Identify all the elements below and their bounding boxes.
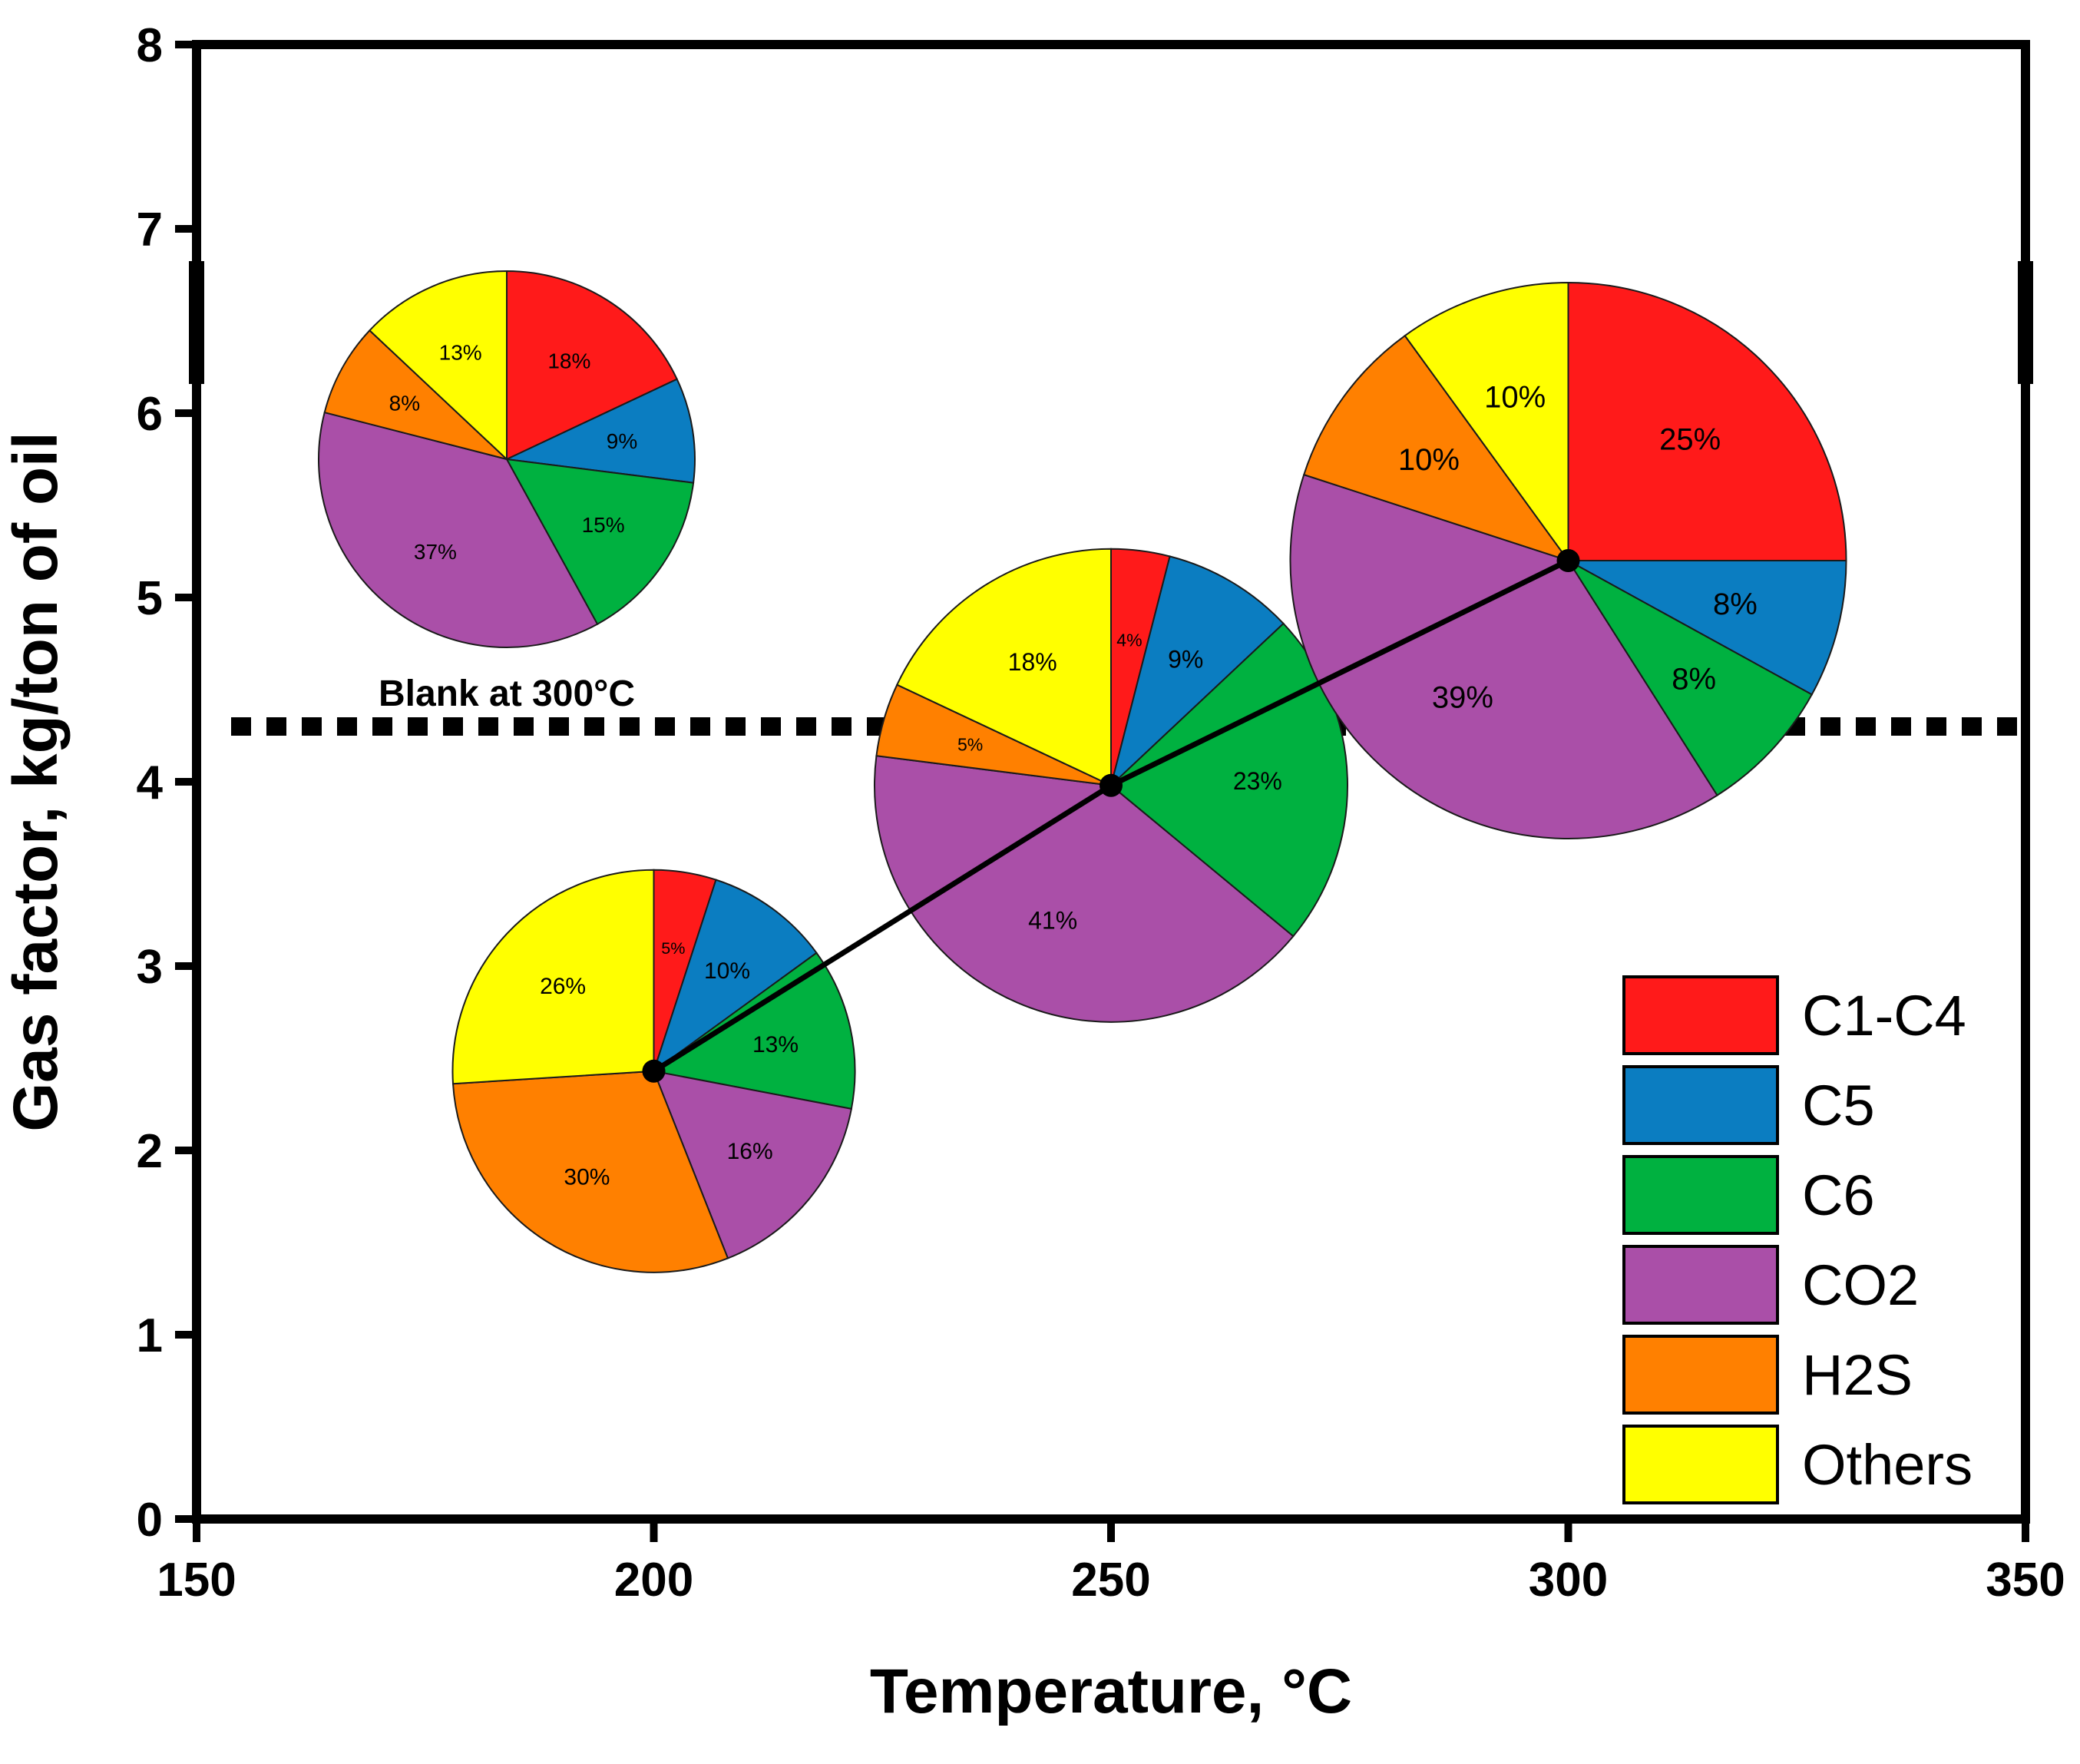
pie-slice-label: 5% — [957, 735, 983, 755]
x-tick-label: 350 — [1986, 1554, 2065, 1607]
pie-slice-label: 8% — [389, 392, 420, 415]
legend-label-others: Others — [1802, 1433, 1973, 1497]
data-point — [1556, 549, 1580, 572]
x-tick-label: 300 — [1529, 1554, 1608, 1607]
pie-slice-others — [451, 869, 655, 1085]
pie-slice-label: 10% — [1484, 381, 1546, 415]
x-tick-label: 200 — [614, 1554, 693, 1607]
y-tick-label: 0 — [137, 1494, 163, 1547]
legend-swatch-h2s — [1622, 1335, 1779, 1415]
data-point — [642, 1059, 666, 1083]
pie-slice-label: 25% — [1659, 422, 1721, 456]
legend-swatch-others — [1622, 1425, 1779, 1504]
pie-slice-co2 — [874, 755, 1295, 1023]
pie-slice-h2s — [323, 329, 508, 460]
pie-slice-label: 37% — [414, 540, 457, 564]
y-tick-label: 7 — [137, 204, 163, 256]
pie-slice-c5 — [504, 378, 696, 484]
pie-slice-label: 39% — [1432, 680, 1493, 714]
y-tick-label: 5 — [137, 572, 163, 625]
pie-slice-label: 10% — [1398, 443, 1460, 477]
pie-1: 5% 10% 13% 16% 30% 26% — [451, 869, 856, 1273]
pie-slice-label: 8% — [1713, 587, 1758, 621]
pie-slice-label: 18% — [1008, 648, 1057, 676]
x-axis-title: Temperature, °C — [870, 1656, 1352, 1726]
pie-slice-label: 13% — [439, 340, 482, 364]
pie-slice-label: 30% — [564, 1164, 610, 1190]
blank-pie-caption: Blank at 300°C — [379, 673, 635, 714]
pie-4: 18% 9% 15% 37% 8% 13% Blank at 300°C — [318, 270, 696, 714]
pie-slice-co2 — [652, 1070, 853, 1259]
pie-slice-h2s — [451, 1070, 729, 1273]
y-tick-label: 4 — [137, 756, 164, 809]
pie-slice-label: 8% — [1672, 663, 1716, 697]
x-tick-label: 250 — [1071, 1554, 1150, 1607]
legend-label-h2s: H2S — [1802, 1343, 1913, 1407]
pie-slice-label: 4% — [1116, 630, 1142, 650]
y-axis-title: Gas factor, kg/ton of oil — [1, 432, 71, 1131]
pie-2: 4% 9% 23% 41% 5% 18% — [874, 548, 1348, 1023]
pie-slice-co2 — [1289, 473, 1718, 840]
legend: C1-C4 C5 C6 CO2 H2S Others — [1622, 975, 1973, 1504]
pie-slice-others — [895, 548, 1112, 787]
legend-swatch-c6 — [1622, 1155, 1779, 1235]
pie-slice-label: 9% — [607, 429, 637, 453]
pie-slice-label: 26% — [540, 974, 586, 999]
y-tick-label: 8 — [137, 19, 163, 72]
pie-slice-c1-c4 — [506, 270, 679, 461]
pie-charts: 5% 10% 13% 16% 30% 26% 4% 9% 23% 41% 5% 18% 25% 8% 8% 3… — [318, 270, 1847, 1273]
legend-swatch-co2 — [1622, 1245, 1779, 1325]
pie-slice-c6 — [505, 458, 695, 626]
axis-ticks: 150 200 250 300 350 0 1 2 3 4 5 6 7 8 — [137, 19, 2065, 1607]
pie-slice-label: 5% — [661, 938, 685, 958]
pie-slice-label: 41% — [1028, 906, 1077, 934]
y-tick-label: 6 — [137, 388, 163, 441]
pie-slice-label: 15% — [582, 513, 625, 537]
pie-slice-label: 23% — [1233, 767, 1282, 795]
y-tick-label: 3 — [137, 941, 163, 994]
legend-label-c5: C5 — [1802, 1074, 1875, 1137]
pie-3: 25% 8% 8% 39% 10% 10% — [1289, 281, 1847, 840]
pie-slice-others — [368, 270, 508, 462]
pie-slice-c1-c4 — [1567, 281, 1847, 561]
pie-slice-label: 16% — [727, 1139, 773, 1164]
legend-label-c1-c4: C1-C4 — [1802, 984, 1966, 1047]
pie-slice-label: 10% — [704, 958, 750, 984]
pie-slice-others — [1404, 281, 1569, 564]
pie-slice-c5 — [1568, 560, 1847, 696]
legend-label-co2: CO2 — [1802, 1253, 1919, 1317]
pie-slice-label: 9% — [1168, 646, 1203, 673]
pie-slice-c5 — [652, 879, 818, 1074]
y-tick-label: 1 — [137, 1309, 163, 1362]
pie-slice-c6 — [1567, 560, 1814, 797]
y-tick-label: 2 — [137, 1125, 163, 1178]
x-tick-label: 150 — [157, 1554, 236, 1607]
pie-slice-label: 18% — [547, 349, 590, 373]
pie-slice-co2 — [318, 411, 599, 648]
gas-factor-series — [642, 549, 1580, 1083]
legend-swatch-c5 — [1622, 1065, 1779, 1145]
pie-slice-h2s — [1302, 334, 1571, 562]
legend-label-c6: C6 — [1802, 1163, 1875, 1227]
legend-swatch-c1-c4 — [1622, 975, 1779, 1055]
data-point — [1100, 773, 1123, 797]
pie-slice-c5 — [1109, 555, 1285, 788]
pie-slice-label: 13% — [752, 1032, 799, 1057]
